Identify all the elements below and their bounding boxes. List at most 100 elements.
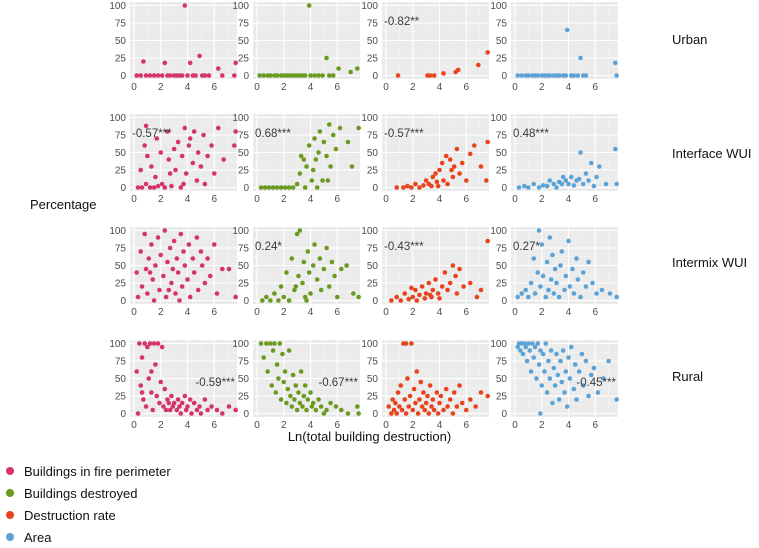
data-point (314, 277, 320, 282)
x-tick-label: 0 (254, 82, 260, 93)
data-point (179, 153, 185, 159)
y-tick-label: 25 (367, 54, 379, 65)
data-point (153, 174, 158, 180)
data-point (304, 407, 309, 413)
correlation-annotation: -0.57*** (132, 128, 172, 140)
y-tick-label: 100 (490, 339, 507, 350)
data-point (531, 181, 537, 187)
data-point (583, 171, 589, 176)
legend-label-buildings-destroyed: Buildings destroyed (24, 485, 138, 501)
data-point (447, 397, 453, 402)
data-point (431, 407, 437, 413)
data-point (158, 379, 164, 385)
x-tick-label: 2 (410, 194, 416, 205)
data-point (434, 390, 440, 395)
y-tick-label: 0 (501, 296, 507, 307)
x-tick-label: 4 (308, 194, 314, 205)
data-point (559, 181, 565, 187)
y-tick-label: 25 (115, 166, 127, 177)
x-tick-label: 2 (281, 194, 287, 205)
y-tick-label: 50 (496, 374, 508, 385)
data-point (173, 291, 178, 296)
data-point (329, 259, 335, 265)
data-point (277, 341, 283, 346)
data-point (325, 178, 331, 183)
data-point (178, 185, 184, 190)
x-tick-label: 0 (383, 194, 389, 205)
x-tick-label: 6 (334, 194, 340, 205)
data-point (423, 400, 429, 406)
data-point (170, 266, 176, 272)
x-tick-label: 4 (566, 307, 572, 318)
data-point (554, 351, 559, 357)
data-point (351, 291, 356, 296)
data-point (205, 407, 210, 413)
x-tick-label: 4 (185, 82, 191, 93)
y-tick-label: 25 (496, 392, 508, 403)
data-point (302, 73, 308, 78)
data-point (143, 181, 149, 187)
y-tick-label: 25 (496, 166, 508, 177)
x-tick-label: 0 (131, 194, 137, 205)
x-tick-label: 2 (158, 82, 164, 93)
data-point (301, 157, 307, 162)
data-point (194, 235, 200, 240)
y-tick-label: 100 (490, 226, 507, 237)
legend-label-area: Area (24, 529, 52, 545)
data-point (158, 252, 164, 258)
x-tick-label: 2 (158, 194, 164, 205)
data-point (214, 291, 220, 296)
data-point (345, 411, 351, 416)
data-point (438, 393, 444, 399)
data-point (273, 390, 279, 395)
data-point (305, 249, 311, 254)
data-point (394, 185, 400, 190)
y-tick-label: 50 (115, 148, 127, 159)
data-point (286, 348, 292, 353)
y-tick-label: 75 (115, 244, 127, 255)
y-tick-label: 25 (238, 279, 250, 290)
data-point (186, 242, 192, 247)
y-tick-label: 25 (115, 54, 127, 65)
y-tick-label: 50 (238, 261, 250, 272)
data-point (590, 280, 595, 286)
data-point (523, 344, 529, 350)
data-point (159, 344, 165, 350)
y-tick-label: 75 (115, 19, 127, 30)
data-point (139, 355, 145, 360)
data-point (143, 123, 149, 129)
legend-item: Buildings in fire perimeter (6, 460, 171, 482)
data-point (187, 397, 193, 402)
data-point (607, 291, 613, 296)
data-point (455, 67, 461, 73)
data-point (591, 183, 597, 189)
x-tick-label: 2 (281, 82, 287, 93)
data-point (439, 160, 445, 166)
data-point (294, 407, 300, 413)
data-point (547, 73, 553, 78)
y-tick-label: 0 (120, 296, 126, 307)
data-point (199, 263, 205, 268)
data-point (143, 404, 149, 409)
x-tick-label: 0 (254, 420, 260, 431)
data-point (149, 242, 154, 247)
y-tick-label: 0 (372, 296, 378, 307)
data-point (207, 273, 213, 279)
data-point (560, 174, 566, 180)
x-tick-label: 2 (410, 420, 416, 431)
data-point (403, 341, 409, 346)
y-tick-label: 100 (109, 339, 126, 350)
data-point (169, 280, 174, 286)
data-point (258, 341, 264, 346)
data-point (149, 164, 154, 169)
data-point (454, 146, 460, 152)
data-point (145, 291, 150, 296)
data-point (526, 185, 531, 190)
data-point (421, 390, 426, 395)
data-point (447, 280, 453, 286)
data-point (443, 153, 449, 159)
x-tick-label: 0 (131, 307, 137, 318)
data-point (431, 73, 437, 78)
x-tick-label: 2 (281, 420, 287, 431)
data-point (578, 150, 583, 155)
